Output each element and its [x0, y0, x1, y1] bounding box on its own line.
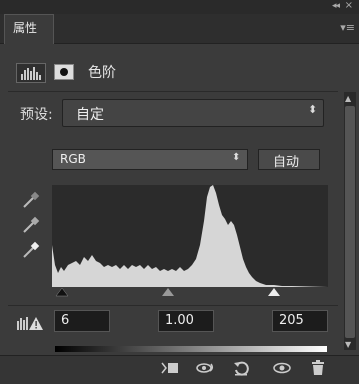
white-point-slider-handle	[268, 288, 280, 296]
reset-icon[interactable]	[232, 360, 252, 376]
auto-button-label: 自动	[273, 155, 300, 170]
scroll-up-arrow-icon[interactable]: ▲	[345, 94, 352, 103]
auto-button[interactable]	[258, 149, 320, 170]
trash-icon[interactable]	[308, 360, 328, 376]
white-input-field[interactable]: 205	[272, 310, 328, 332]
visibility-eye-icon[interactable]	[272, 360, 292, 376]
close-panel-button[interactable]: ×	[344, 0, 353, 11]
output-levels-gradient[interactable]	[55, 346, 327, 352]
preset-value: 自定	[76, 107, 104, 123]
histogram	[52, 185, 328, 287]
black-point-slider-handle	[55, 287, 69, 297]
adjustment-title: 色阶	[88, 65, 116, 81]
preset-label: 预设:	[20, 107, 53, 123]
levels-adjustment-icon	[16, 63, 46, 83]
gamma-input-field[interactable]: 1.00	[158, 310, 214, 332]
channel-dropdown-arrow-icon: ⬍	[232, 152, 241, 163]
preset-dropdown[interactable]	[62, 99, 324, 127]
gamma-slider-handle	[162, 288, 174, 296]
scrollbar-thumb[interactable]	[345, 106, 355, 338]
collapse-panel-button[interactable]: ◂◂	[331, 1, 340, 11]
clipping-warning-icon[interactable]	[16, 315, 44, 331]
tab-properties-label: 属性	[13, 21, 38, 35]
input-levels-slider[interactable]	[52, 287, 328, 301]
channel-dropdown[interactable]	[52, 149, 248, 170]
panel-top-bar	[0, 0, 359, 14]
tab-properties[interactable]	[4, 14, 54, 44]
gray-point-eyedropper-icon[interactable]	[20, 216, 40, 236]
preset-dropdown-arrow-icon: ⬍	[308, 103, 318, 116]
view-previous-state-icon[interactable]	[196, 360, 216, 376]
clip-to-layer-icon[interactable]	[160, 360, 180, 376]
histogram-glyph-icon	[21, 67, 41, 80]
panel-tab-bar	[0, 14, 359, 44]
panel-bottom-bar	[0, 355, 359, 384]
scroll-down-arrow-icon[interactable]: ▼	[345, 340, 352, 349]
black-input-field[interactable]: 6	[54, 310, 110, 332]
histogram-fill	[52, 185, 328, 287]
divider	[8, 91, 338, 92]
white-point-eyedropper-icon[interactable]	[20, 241, 40, 261]
layer-mask-icon[interactable]	[54, 64, 74, 80]
channel-value: RGB	[60, 152, 86, 166]
divider	[8, 305, 338, 306]
black-point-eyedropper-icon[interactable]	[20, 191, 40, 211]
panel-menu-icon[interactable]: ▾≡	[340, 21, 355, 34]
